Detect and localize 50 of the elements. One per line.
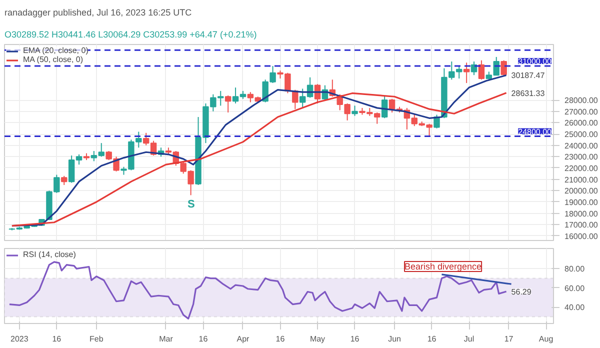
annotation: Bearish divergence (404, 262, 482, 272)
chart-title: ranadagger published, Jul 16, 2023 16:25 UTC (4, 8, 192, 18)
x-tick-label: Jun (388, 334, 401, 344)
x-tick-label: Mar (159, 334, 174, 344)
x-tick-label: Apr (236, 334, 250, 344)
y-tick-label: 60.00 (564, 284, 586, 293)
y-tick-label: 19000.00 (564, 198, 598, 207)
legend-label: RSI (14, close) (23, 250, 76, 259)
annotation: 28631.33 (511, 88, 546, 98)
x-tick-label: 16 (198, 334, 208, 344)
legend-label: EMA (20, close, 0) (23, 46, 88, 55)
y-tick-label: 22000.00 (564, 164, 598, 173)
chart-subtitle: O30289.52 H30441.46 L30064.29 C30253.99 +64.47 (+0.21%) (4, 30, 257, 40)
y-tick-label: 28000.00 (564, 96, 598, 106)
ref-line-label: 24800.00 (518, 127, 552, 136)
x-tick-label: Aug (538, 334, 554, 344)
x-tick-label: 2023 (10, 334, 29, 344)
line-series (8, 261, 508, 320)
y-tick-label: 27000.00 (564, 107, 598, 116)
candlestick (292, 89, 298, 110)
annotation: 56.29 (511, 287, 532, 296)
y-tick-label: 17000.00 (564, 220, 598, 230)
y-tick-label: 25000.00 (564, 130, 598, 140)
y-tick-label: 16000.00 (564, 232, 598, 241)
candlestick (352, 105, 358, 116)
x-tick-label: 16 (350, 334, 360, 344)
x-tick-label: Feb (90, 334, 104, 344)
candlestick (463, 62, 470, 84)
candlestick (224, 94, 232, 113)
legend-label: MA (50, close, 0) (23, 55, 84, 64)
x-tick-label: May (310, 334, 326, 344)
ref-line-label: 31000.00 (518, 57, 552, 66)
y-tick-label: 26000.00 (564, 118, 598, 128)
y-tick-label: 80.00 (564, 264, 586, 274)
y-tick-label: 24000.00 (564, 141, 598, 150)
candlestick (500, 60, 507, 77)
x-tick-label: 16 (52, 334, 62, 344)
x-tick-label: 17 (504, 334, 514, 344)
x-tick-label: Jul (464, 334, 474, 344)
y-tick-label: 40.00 (564, 303, 586, 312)
y-tick-label: 23000.00 (564, 152, 598, 162)
x-tick-label: 16 (276, 334, 286, 344)
annotation: S (188, 198, 195, 210)
annotation: 30187.47 (511, 71, 546, 80)
x-tick-label: 16 (427, 334, 437, 344)
candlestick (478, 60, 485, 80)
y-tick-label: 20000.00 (564, 186, 598, 196)
y-tick-label: 21000.00 (564, 175, 598, 184)
candlestick (61, 175, 68, 186)
y-tick-label: 18000.00 (564, 209, 598, 218)
